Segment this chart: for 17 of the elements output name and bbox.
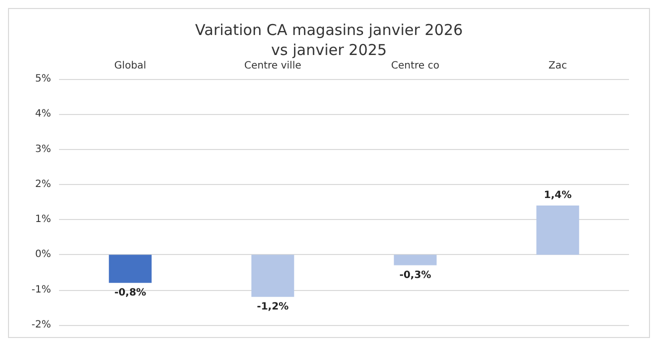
data-label: -1,2% bbox=[256, 301, 289, 312]
data-label: 1,4% bbox=[544, 190, 572, 202]
y-tick-label: 4% bbox=[35, 108, 51, 120]
y-tick-label: -1% bbox=[32, 284, 51, 296]
x-tick-label: Zac bbox=[548, 60, 567, 72]
data-label: -0,8% bbox=[114, 287, 146, 298]
y-tick-label: 1% bbox=[35, 214, 51, 226]
x-tick-label: Global bbox=[114, 60, 146, 72]
x-tick-label: Centre co bbox=[391, 60, 440, 72]
y-tick-label: 3% bbox=[35, 144, 51, 155]
chart-title: Variation CA magasins janvier 2026 vs janvier 2025 bbox=[195, 21, 463, 59]
y-tick-label: 2% bbox=[35, 178, 51, 190]
data-label: -0,3% bbox=[399, 270, 432, 281]
y-tick-label: 5% bbox=[35, 74, 51, 84]
y-tick-label: -2% bbox=[32, 320, 51, 330]
x-tick-label: Centre ville bbox=[244, 60, 302, 72]
y-tick-label: 0% bbox=[35, 249, 51, 260]
